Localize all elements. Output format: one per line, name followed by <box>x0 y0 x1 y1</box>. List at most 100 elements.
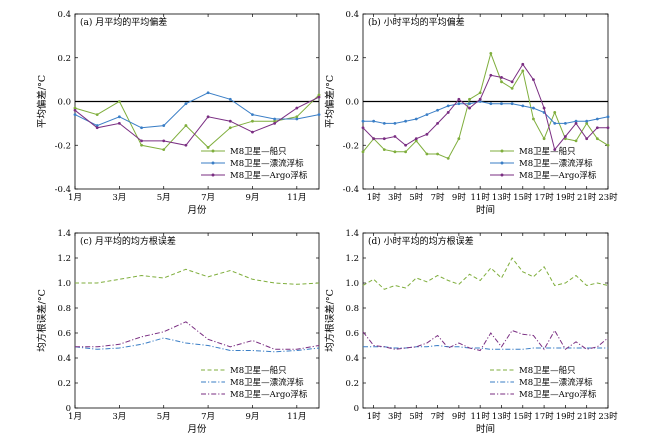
y-tick-label: 1.4 <box>57 229 71 239</box>
plot-frame <box>74 232 320 409</box>
panel-b: 1时 3时 5时 7时 9时 11时 13时 15时 17时 19时 21时 23时 -0.4 -0.2 0… <box>324 10 618 216</box>
data-point-argo <box>184 143 188 147</box>
series-line-ship <box>362 51 609 160</box>
x-tick-label: 1月 <box>68 193 82 203</box>
x-tick-label: 9时 <box>452 192 466 203</box>
x-tick-label: 7时 <box>431 192 445 203</box>
x-tick-label: 7月 <box>201 412 215 422</box>
data-point-drifter <box>73 113 77 117</box>
data-point-ship <box>595 137 599 141</box>
data-point-argo <box>500 76 503 79</box>
x-tick-label: 11月 <box>287 412 306 422</box>
panel-c: 1月 3月 5月 7月 9月 11月 0 0.2 0.4 0.6 0.8 1.0 1.2 1.4 (c) 月… <box>36 229 320 433</box>
legend-entry: M8卫星—Argo浮标 <box>519 389 597 400</box>
legend-entry: M8卫星—漂流浮标 <box>519 158 593 169</box>
data-point-drifter <box>361 119 365 123</box>
data-point-argo <box>606 126 610 130</box>
data-point-ship <box>585 121 589 125</box>
y-tick-label: 0.4 <box>57 354 71 364</box>
y-tick-label: 0.4 <box>345 10 359 20</box>
data-point-drifter <box>273 117 277 121</box>
y-tick-label: 0.2 <box>57 54 71 64</box>
data-point-ship <box>393 150 397 154</box>
data-point-ship <box>489 51 493 55</box>
data-point-argo <box>117 121 121 125</box>
y-tick-label: 0.0 <box>57 98 71 108</box>
data-point-drifter <box>468 102 471 106</box>
x-tick-label: 3时 <box>388 411 402 422</box>
y-tick-label: 0.6 <box>345 329 359 339</box>
x-axis-label: 时间 <box>476 204 495 216</box>
series-line-drifter <box>74 337 320 353</box>
legend-marker <box>211 149 215 153</box>
x-tick-label: 1时 <box>367 192 381 203</box>
data-point-ship <box>574 139 578 143</box>
data-point-drifter <box>500 102 503 106</box>
data-point-drifter <box>521 104 525 108</box>
data-point-argo <box>404 143 408 147</box>
data-point-argo <box>372 137 376 141</box>
data-point-ship <box>162 148 166 152</box>
data-point-argo <box>446 111 450 114</box>
data-point-drifter <box>510 102 514 106</box>
data-point-ship <box>228 126 232 130</box>
x-tick-label: 17时 <box>534 192 554 203</box>
y-tick-label: 0.4 <box>57 10 71 20</box>
x-tick-label: 13时 <box>492 411 512 422</box>
data-point-ship <box>361 150 365 154</box>
legend-entry: M8卫星—漂流浮标 <box>230 377 304 388</box>
series-line-ship <box>75 268 320 285</box>
data-point-argo <box>206 115 210 119</box>
y-tick-label: 1.0 <box>57 279 71 289</box>
data-point-drifter <box>563 121 567 125</box>
data-point-argo <box>162 139 166 143</box>
y-tick-label: 1.4 <box>345 229 359 239</box>
data-point-argo <box>414 137 418 141</box>
x-tick-label: 23时 <box>598 192 618 203</box>
y-tick-label: 0 <box>66 404 71 414</box>
data-point-drifter <box>382 121 386 125</box>
data-point-drifter <box>162 124 166 127</box>
data-point-drifter <box>414 117 418 121</box>
plot-frame <box>362 232 609 409</box>
data-point-drifter <box>553 121 557 125</box>
data-point-drifter <box>595 117 599 121</box>
data-point-ship <box>521 69 525 73</box>
data-point-argo <box>574 121 578 125</box>
legend-marker <box>500 173 504 177</box>
data-point-argo <box>228 119 232 123</box>
data-point-argo <box>425 132 429 136</box>
legend-marker <box>500 161 504 165</box>
data-point-drifter <box>184 102 188 106</box>
data-point-argo <box>521 62 525 66</box>
x-tick-label: 9月 <box>245 412 259 422</box>
y-axis-label: 均方根误差/°C <box>36 289 48 352</box>
data-point-drifter <box>585 119 589 123</box>
x-tick-label: 11月 <box>287 193 306 203</box>
legend-entry: M8卫星—漂流浮标 <box>519 377 593 388</box>
x-tick-label: 23时 <box>598 411 618 422</box>
x-tick-label: 15时 <box>513 192 533 203</box>
legend-entry: M8卫星—船只 <box>230 146 287 157</box>
data-point-ship <box>446 156 450 160</box>
data-point-ship <box>510 86 514 90</box>
data-point-argo <box>468 106 471 110</box>
data-point-argo <box>393 135 397 138</box>
data-point-ship <box>95 113 99 117</box>
y-tick-label: 0.4 <box>345 354 359 364</box>
data-point-ship <box>73 106 77 110</box>
data-point-ship <box>206 146 210 149</box>
data-point-ship <box>414 139 418 143</box>
x-tick-label: 13时 <box>492 192 512 203</box>
data-point-drifter <box>574 119 578 123</box>
y-axis-label: 平均偏差/°C <box>36 75 48 128</box>
legend-entry: M8卫星—Argo浮标 <box>230 389 308 400</box>
x-tick-label: 5月 <box>157 193 171 203</box>
x-tick-label: 11时 <box>471 192 491 203</box>
y-tick-label: 1.0 <box>345 279 359 289</box>
series-line-drifter <box>363 100 609 124</box>
data-point-drifter <box>251 113 254 117</box>
x-tick-label: 21时 <box>577 192 597 203</box>
series-line-argo <box>74 96 320 146</box>
y-tick-label: 0.6 <box>57 329 71 339</box>
